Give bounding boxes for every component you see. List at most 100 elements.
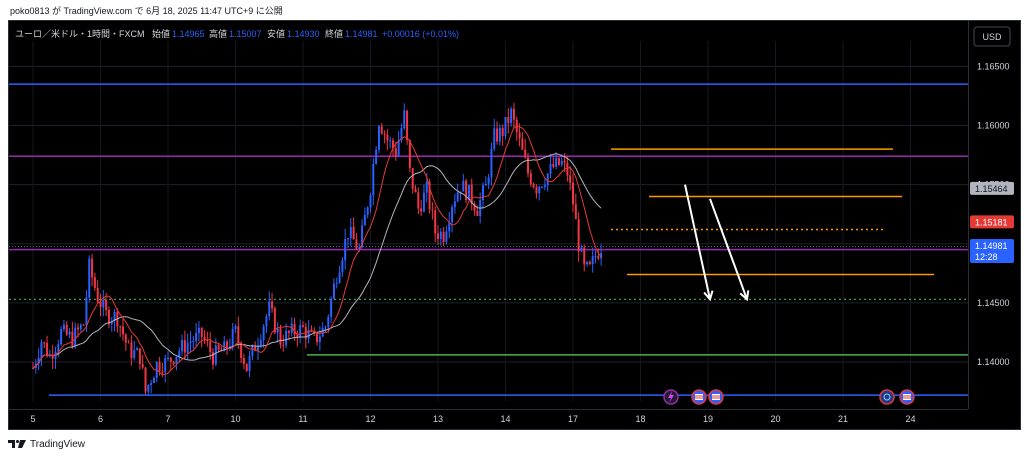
candle-body <box>572 182 574 205</box>
candle-body <box>487 177 490 184</box>
candle-body <box>181 340 184 352</box>
candle-body <box>313 330 316 334</box>
lightning-icon <box>668 391 674 403</box>
candle-body <box>251 345 254 356</box>
candle-body <box>512 108 515 120</box>
candle-body <box>192 341 195 343</box>
ma-slow-price-label: 1.15464 <box>975 184 1008 194</box>
candle-body <box>420 208 423 212</box>
candle-body <box>93 277 96 289</box>
candle-body <box>600 253 603 259</box>
candle-body <box>383 133 386 135</box>
price-tick-label: 1.14000 <box>977 357 1010 367</box>
candle-body <box>206 339 209 342</box>
candle-body <box>150 383 153 385</box>
time-tick-label: 11 <box>298 414 307 424</box>
candle-body <box>377 126 380 150</box>
currency-button[interactable]: USD <box>973 26 1011 47</box>
candle-body <box>110 321 113 325</box>
footer: TradingView <box>8 436 85 452</box>
candle-body <box>209 341 212 353</box>
candle-body <box>186 343 189 353</box>
drawings <box>9 83 968 396</box>
us-flag-event-icon[interactable] <box>691 389 707 405</box>
time-tick-label: 21 <box>838 414 848 424</box>
candle-body <box>99 301 102 308</box>
candle-body <box>183 340 186 353</box>
candle-body <box>425 181 428 193</box>
candle-body <box>470 184 473 204</box>
event-icons[interactable] <box>663 389 915 405</box>
grid <box>9 41 968 401</box>
candle-body <box>85 297 88 326</box>
lightning-event-icon[interactable] <box>663 389 679 405</box>
candle-body <box>178 351 181 357</box>
candle-body <box>248 355 251 372</box>
ma-fast-price-label: 1.15181 <box>975 217 1008 227</box>
ma-fast-line <box>32 125 602 376</box>
candle-body <box>529 173 532 185</box>
candle-body <box>394 148 397 157</box>
candle-body <box>71 331 74 347</box>
candle-body <box>299 325 302 338</box>
candle-body <box>482 185 484 200</box>
last-price-label-bg <box>970 238 1014 263</box>
us-flag-event-icon-flag <box>695 394 703 400</box>
candle-body <box>228 346 231 348</box>
candle-body <box>532 184 535 188</box>
legend-high-label: 高値 <box>209 28 227 39</box>
candle-body <box>200 327 203 338</box>
candle-body <box>32 367 34 369</box>
candle-body <box>122 326 124 335</box>
candle-body <box>226 341 229 348</box>
candle-body <box>372 163 375 196</box>
time-axis[interactable]: 5 6 7 10 11 12 13 14 17 18 19 20 21 24 <box>9 409 968 425</box>
price-axis[interactable]: USD 1.165001.160001.155001.150001.145001… <box>968 21 1021 429</box>
down-arrow <box>684 184 711 300</box>
candle-body <box>282 344 285 346</box>
candle-body <box>46 342 49 356</box>
candle-body <box>212 352 214 365</box>
time-tick-label: 24 <box>905 414 915 424</box>
candle-body <box>451 207 454 223</box>
candle-body <box>195 332 198 342</box>
candle-body <box>347 238 349 240</box>
candle-body <box>273 308 276 333</box>
candle-body <box>459 191 462 193</box>
candle-body <box>414 188 417 193</box>
candle-body <box>335 282 338 284</box>
candle-body <box>262 326 265 340</box>
candle-body <box>293 323 296 335</box>
price-chart[interactable]: ユーロ／米ドル・1時間・FXCM 始値 1.14965 高値 1.15007 安… <box>9 21 1020 429</box>
candle-body <box>279 328 282 345</box>
time-tick-label: 19 <box>703 414 713 424</box>
candle-body <box>563 160 566 163</box>
candle-body <box>175 356 178 364</box>
chart-frame[interactable]: ユーロ／米ドル・1時間・FXCM 始値 1.14965 高値 1.15007 安… <box>8 20 1021 430</box>
candle-body <box>57 344 60 352</box>
candle-body <box>237 326 240 343</box>
candle-body <box>392 140 394 149</box>
globe-event-circle <box>879 389 895 405</box>
candle-body <box>136 348 139 351</box>
currency-label: USD <box>982 32 1002 42</box>
candle-body <box>586 261 589 265</box>
price-tick-label: 1.16000 <box>977 120 1010 130</box>
legend-open-value: 1.14965 <box>172 29 205 39</box>
candle-body <box>380 126 383 134</box>
moving-averages <box>32 125 602 376</box>
candle-body <box>408 140 411 168</box>
us-flag-event-icon[interactable] <box>899 389 915 405</box>
candle-body <box>172 361 175 364</box>
candle-body <box>147 384 150 392</box>
candle-body <box>338 272 341 283</box>
candle-body <box>302 325 304 327</box>
globe-event-icon[interactable] <box>879 389 895 405</box>
candle-body <box>164 358 167 373</box>
candle-body <box>138 348 141 364</box>
last-price-label: 1.14981 <box>975 241 1008 251</box>
candle-body <box>197 327 200 333</box>
candle-body <box>375 149 378 164</box>
us-flag-event-icon[interactable] <box>708 389 724 405</box>
candle-body <box>422 192 425 212</box>
